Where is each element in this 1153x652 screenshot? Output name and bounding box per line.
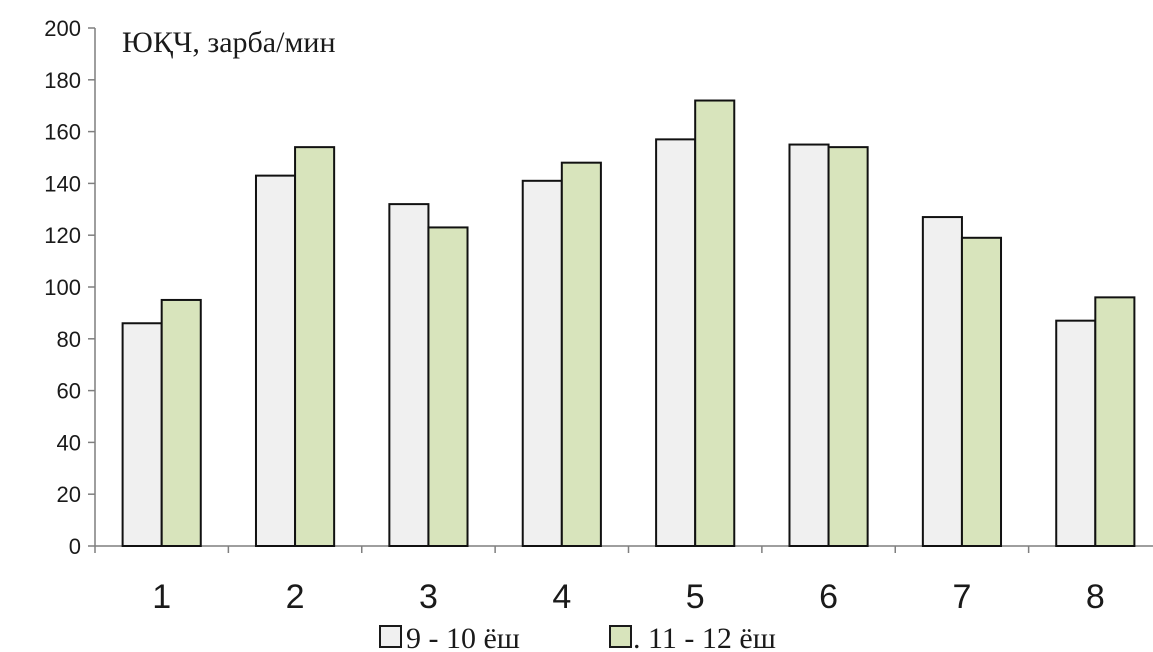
x-category-label: 4 bbox=[552, 578, 571, 616]
legend-swatch-9-10 bbox=[379, 625, 402, 648]
bar-series-2-cat-8 bbox=[1094, 296, 1136, 547]
y-tick-label: 200 bbox=[44, 16, 81, 41]
category-labels: 1 2 3 4 5 6 7 8 bbox=[152, 578, 1105, 616]
legend-swatch-11-12 bbox=[609, 625, 632, 648]
bar-series-2-cat-6 bbox=[827, 146, 869, 547]
bar-series-2-cat-7 bbox=[960, 236, 1003, 547]
y-tick-label: 20 bbox=[57, 482, 81, 507]
x-category-label: 8 bbox=[1086, 578, 1105, 616]
x-category-label: 1 bbox=[152, 578, 171, 616]
legend-label-11-12: . 11 - 12 ёш bbox=[633, 622, 776, 652]
bar-series-1-cat-4 bbox=[521, 179, 563, 547]
y-tick-label: 40 bbox=[57, 430, 81, 455]
bar-series-1-cat-3 bbox=[388, 203, 430, 547]
y-tick-label: 100 bbox=[44, 275, 81, 300]
x-category-label: 2 bbox=[286, 578, 305, 616]
y-tick-label: 140 bbox=[44, 171, 81, 196]
x-axis-ticks bbox=[94, 546, 1030, 553]
bar-series-2-cat-2 bbox=[294, 146, 336, 547]
bars bbox=[121, 99, 1136, 548]
bar-series-1-cat-5 bbox=[655, 138, 697, 547]
y-axis-unit-label: ЮҚЧ, зарба/мин bbox=[122, 26, 336, 59]
bar-series-2-cat-3 bbox=[427, 226, 469, 547]
bar-series-1-cat-8 bbox=[1055, 319, 1097, 548]
x-category-label: 7 bbox=[952, 578, 971, 616]
legend-label-9-10: 9 - 10 ёш bbox=[406, 622, 520, 652]
x-category-label: 5 bbox=[686, 578, 705, 616]
bar-series-2-cat-5 bbox=[694, 99, 736, 548]
x-category-label: 3 bbox=[419, 578, 438, 616]
y-tick-label: 160 bbox=[44, 120, 81, 145]
y-tick-label: 80 bbox=[57, 327, 81, 352]
bar-series-2-cat-4 bbox=[560, 161, 602, 547]
y-tick-label: 120 bbox=[44, 223, 81, 248]
legend: 9 - 10 ёш . 11 - 12 ёш bbox=[379, 622, 776, 652]
y-tick-label: 0 bbox=[69, 534, 81, 559]
bar-series-1-cat-2 bbox=[254, 174, 297, 547]
bar-series-1-cat-7 bbox=[921, 216, 963, 547]
y-axis-ticks: 0 20 40 60 80 100 120 140 160 180 200 bbox=[44, 16, 95, 559]
y-tick-label: 60 bbox=[57, 379, 81, 404]
bar-series-1-cat-6 bbox=[788, 143, 830, 548]
x-category-label: 6 bbox=[819, 578, 838, 616]
bar-series-1-cat-1 bbox=[121, 322, 163, 548]
y-tick-label: 180 bbox=[44, 68, 81, 93]
bar-series-2-cat-1 bbox=[160, 298, 202, 548]
